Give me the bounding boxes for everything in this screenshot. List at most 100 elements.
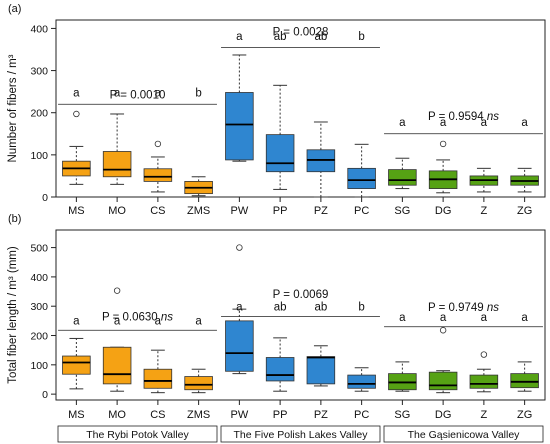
x-tick-label: PW — [231, 205, 249, 217]
significance-letter: a — [236, 31, 243, 43]
panel-label: (b) — [8, 213, 21, 225]
significance-letter: a — [155, 316, 162, 328]
box-MO — [102, 287, 132, 392]
significance-letter: a — [114, 88, 121, 100]
significance-letter: a — [155, 88, 162, 100]
panel-b: (b) 0 100 200 300 400 500 Total fiber length / … — [7, 213, 546, 443]
x-tick-label: MS — [68, 205, 85, 217]
box-iqr — [347, 167, 376, 189]
x-tick-label: PP — [273, 409, 288, 421]
significance-letter: a — [440, 117, 447, 129]
significance-letter: ab — [274, 302, 287, 314]
significance-letter: ab — [274, 31, 287, 43]
valley-label: The Rybi Potok Valley — [57, 425, 218, 443]
valley-box — [220, 425, 381, 443]
ns-label: ns — [484, 302, 500, 314]
box-MS — [62, 337, 91, 390]
outlier-point — [439, 140, 447, 148]
ns-label: ns — [158, 311, 174, 323]
significance-letter: ab — [314, 31, 327, 43]
box-PP — [265, 84, 295, 190]
box-SG — [388, 361, 417, 392]
box-MS — [62, 110, 91, 185]
significance-letter: a — [195, 316, 202, 328]
box-DG — [428, 327, 458, 394]
p-value: P = 0.9594 ns — [428, 111, 499, 123]
y-tick-label: 0 — [42, 192, 48, 204]
x-tick-label: ZG — [517, 205, 532, 217]
significance-letter: a — [114, 316, 121, 328]
significance-letter: b — [358, 302, 364, 314]
box-CS — [143, 349, 173, 394]
box-iqr — [102, 151, 132, 178]
box-PC — [347, 367, 376, 392]
box-Z — [469, 167, 499, 193]
plot-frame — [55, 19, 546, 198]
y-tick-label: 300 — [30, 66, 48, 78]
box-PW — [225, 244, 254, 375]
y-tick-label: 200 — [30, 108, 48, 120]
box-PC — [347, 143, 376, 198]
ns-label: ns — [484, 111, 500, 123]
significance-letter: a — [521, 312, 528, 324]
box-iqr — [306, 356, 336, 385]
x-tick-label: ZG — [517, 409, 532, 421]
box-iqr — [143, 168, 173, 182]
box-iqr — [510, 373, 539, 389]
significance-letter: b — [195, 88, 201, 100]
box-iqr — [143, 368, 173, 389]
y-axis-label: Number of fibers / m³ — [7, 54, 19, 162]
significance-letter: a — [481, 312, 488, 324]
p-value: P = 0.0630 ns — [102, 311, 173, 323]
x-tick-label: DG — [435, 409, 452, 421]
valley-box — [57, 425, 218, 443]
box-iqr — [428, 371, 458, 391]
significance-letter: a — [440, 312, 447, 324]
x-tick-label: PW — [231, 409, 249, 421]
x-tick-label: ZMS — [187, 205, 210, 217]
x-tick-label: PZ — [314, 409, 328, 421]
x-tick-label: Z — [481, 205, 488, 217]
x-tick-label: PP — [273, 205, 288, 217]
p-value: P = 0.0028 — [273, 26, 329, 38]
y-tick-label: 200 — [30, 331, 48, 343]
box-iqr — [184, 376, 213, 391]
x-tick-label: SG — [394, 205, 410, 217]
x-tick-label: ZMS — [187, 409, 210, 421]
valley-text: The Five Polish Lakes Valley — [233, 429, 368, 441]
box-MO — [102, 113, 132, 185]
box-SG — [388, 157, 417, 190]
box-ZG — [510, 361, 539, 392]
x-tick-label: MS — [68, 409, 85, 421]
outlier-point — [439, 327, 447, 334]
significance-letter: a — [399, 312, 406, 324]
box-CS — [143, 140, 173, 193]
box-ZMS — [184, 368, 213, 394]
y-tick-label: 400 — [30, 272, 48, 284]
box-iqr — [388, 169, 417, 186]
valley-label: The Gąsienicowa Valley — [383, 425, 544, 443]
valley-text: The Gąsienicowa Valley — [408, 429, 521, 441]
y-axis-label: Total fiber length / m³ (mm) — [7, 246, 19, 384]
box-PZ — [306, 121, 336, 198]
x-tick-label: MO — [108, 205, 126, 217]
outlier-point — [154, 140, 162, 148]
box-DG — [428, 140, 458, 194]
y-tick-label: 0 — [42, 389, 48, 401]
significance-letter: ab — [314, 302, 327, 314]
box-iqr — [62, 355, 91, 375]
box-PZ — [306, 345, 336, 387]
valley-text: The Rybi Potok Valley — [86, 429, 189, 441]
p-value: P = 0.9749 ns — [428, 302, 499, 314]
outlier-point — [73, 110, 80, 118]
significance-letter: a — [73, 88, 80, 100]
significance-letter: b — [358, 31, 364, 43]
outlier-point — [480, 351, 488, 358]
outlier-point — [113, 287, 121, 294]
panel-a: (a) 0 100 200 300 400 Number of fibers / m³ MS M… — [7, 3, 546, 217]
box-ZG — [510, 167, 539, 193]
box-PP — [265, 337, 295, 392]
x-tick-label: PZ — [314, 205, 328, 217]
significance-letter: a — [521, 117, 528, 129]
box-ZMS — [184, 176, 213, 197]
